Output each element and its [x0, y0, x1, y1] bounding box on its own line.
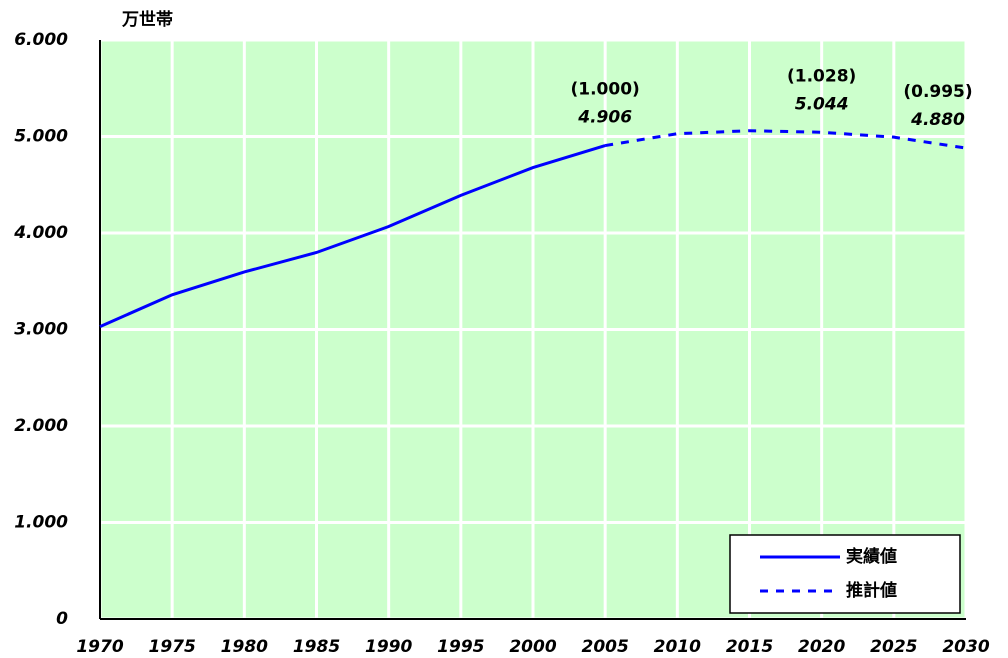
ratio-label: (0.995) — [903, 82, 972, 102]
y-tick-label: 1.000 — [14, 513, 68, 533]
x-tick-label: 1975 — [149, 637, 196, 657]
x-tick-label: 1995 — [437, 637, 484, 657]
line-series — [604, 129, 967, 150]
x-tick-label: 2020 — [798, 637, 845, 657]
y-tick-label: 2.000 — [14, 416, 68, 436]
x-tick-label: 2000 — [509, 637, 556, 657]
x-tick-label: 2030 — [942, 637, 989, 657]
x-tick-label: 2010 — [654, 637, 701, 657]
data-label: 5.044 — [795, 94, 849, 114]
data-label: 4.906 — [577, 108, 632, 128]
data-label: 4.880 — [910, 110, 965, 130]
y-tick-label: 6.000 — [14, 30, 68, 50]
y-tick-label: 0 — [56, 609, 68, 629]
ratio-label: (1.028) — [787, 66, 856, 86]
y-axis-label: 万世帯 — [121, 9, 173, 30]
legend-box — [729, 534, 961, 614]
y-tick-label: 5.000 — [14, 127, 68, 147]
legend-label: 推計値 — [846, 580, 897, 601]
y-tick-label: 3.000 — [14, 320, 68, 340]
ratio-label: (1.000) — [571, 80, 640, 100]
x-tick-label: 1985 — [293, 637, 340, 657]
x-tick-label: 2025 — [870, 637, 917, 657]
x-tick-label: 2015 — [726, 637, 773, 657]
line-series — [99, 144, 606, 328]
x-tick-label: 1970 — [76, 637, 123, 657]
x-tick-label: 2005 — [582, 637, 629, 657]
x-tick-label: 1990 — [365, 637, 412, 657]
legend-label: 実績値 — [846, 546, 897, 567]
x-tick-label: 1980 — [221, 637, 268, 657]
y-tick-label: 4.000 — [13, 223, 68, 243]
